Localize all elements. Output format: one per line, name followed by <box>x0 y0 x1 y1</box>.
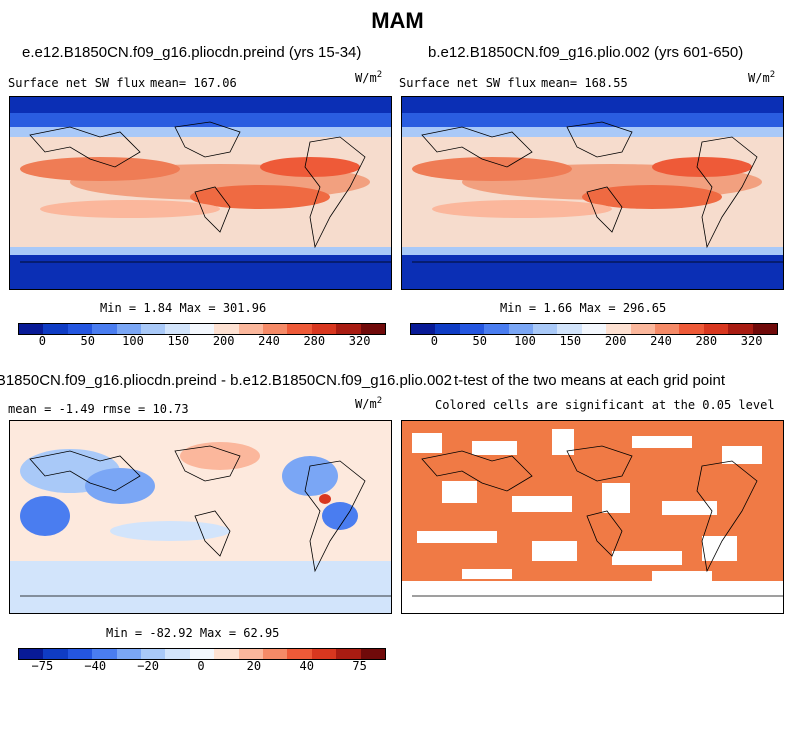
colorbar-tick-label: 100 <box>514 334 536 348</box>
colorbar-tick-label: 20 <box>246 659 262 673</box>
colorbar-swatch <box>557 324 582 334</box>
colorbar-tick-label: 75 <box>352 659 367 673</box>
panel-1-map <box>9 96 392 290</box>
colorbar-tick-label: −20 <box>137 659 159 673</box>
colorbar-swatch <box>287 649 312 659</box>
colorbar-swatch <box>655 324 680 334</box>
colorbar-swatch <box>336 324 361 334</box>
colorbar-swatch <box>67 324 93 334</box>
colorbar-tick-label: 320 <box>348 334 371 348</box>
colorbar-swatch <box>263 324 288 334</box>
panel-1-minmax: Min = 1.84 Max = 301.96 <box>100 301 267 315</box>
colorbar-swatch <box>752 324 778 334</box>
colorbar-swatch <box>238 649 264 659</box>
colorbar-swatch <box>435 324 460 334</box>
colorbar-swatch <box>360 324 386 334</box>
colorbar-swatch <box>92 324 117 334</box>
panel-2-minmax: Min = 1.66 Max = 296.65 <box>500 301 667 315</box>
colorbar-swatch <box>508 324 534 334</box>
colorbar-tick-label: 50 <box>472 334 487 348</box>
colorbar-swatch <box>263 649 288 659</box>
colorbar-swatch <box>606 324 631 334</box>
colorbar-swatch <box>311 324 337 334</box>
colorbar-swatch <box>484 324 509 334</box>
panel-3-map <box>9 420 392 614</box>
colorbar-tick-label: 0 <box>38 334 47 348</box>
colorbar-tick-label: 0 <box>430 334 439 348</box>
figure-title: MAM <box>371 8 424 33</box>
panel-2-units: W/m2 <box>748 70 776 85</box>
colorbar-swatch <box>165 324 190 334</box>
colorbar-absolute-right-ticks: 0 50 100 150 200 240 280 320 <box>410 334 776 348</box>
colorbar-swatch <box>116 649 142 659</box>
panel-4-subtitle: Colored cells are significant at the 0.0… <box>435 398 775 412</box>
colorbar-swatch <box>411 324 436 334</box>
colorbar-tick-label: 150 <box>559 334 582 348</box>
panel-4-map <box>401 420 784 614</box>
colorbar-swatch <box>336 649 361 659</box>
panel-3-units: W/m2 <box>355 396 383 411</box>
colorbar-swatch <box>92 649 117 659</box>
colorbar-tick-label: 0 <box>197 659 205 673</box>
panel-4-title: t-test of the two means at each grid poi… <box>454 372 725 389</box>
colorbar-tick-label: 50 <box>80 334 95 348</box>
colorbar-swatch <box>311 649 337 659</box>
colorbar-swatch <box>581 324 607 334</box>
colorbar-tick-label: 100 <box>122 334 144 348</box>
colorbar-tick-label: 200 <box>604 334 627 348</box>
panel-2-variable: Surface net SW flux <box>399 76 537 90</box>
colorbar-absolute-left-ticks: 0 50 100 150 200 240 280 320 <box>18 334 384 348</box>
colorbar-difference <box>18 648 386 660</box>
panel-1-title: e.e12.B1850CN.f09_g16.pliocdn.preind (yr… <box>22 44 362 61</box>
colorbar-swatch <box>214 324 239 334</box>
colorbar-swatch <box>703 324 729 334</box>
colorbar-tick-label: 40 <box>299 659 314 673</box>
colorbar-swatch <box>19 649 44 659</box>
colorbar-swatch <box>679 324 704 334</box>
colorbar-tick-label: 320 <box>740 334 763 348</box>
panel-3-title: e.e12.B1850CN.f09_g16.pliocdn.preind - b… <box>0 372 452 389</box>
colorbar-swatch <box>43 324 68 334</box>
colorbar-difference-ticks: −75 −40 −20 0 20 40 75 <box>18 659 384 673</box>
colorbar-swatch <box>214 649 239 659</box>
colorbar-swatch <box>459 324 485 334</box>
colorbar-swatch <box>238 324 264 334</box>
panel-2-mean: mean= 168.55 <box>541 76 628 90</box>
colorbar-tick-label: 280 <box>303 334 326 348</box>
colorbar-swatch <box>728 324 753 334</box>
panel-3-minmax: Min = -82.92 Max = 62.95 <box>106 626 280 640</box>
panel-1-units: W/m2 <box>355 70 383 85</box>
colorbar-swatch <box>189 324 215 334</box>
colorbar-tick-label: −75 <box>31 659 54 673</box>
colorbar-swatch <box>287 324 312 334</box>
colorbar-absolute-left <box>18 323 386 335</box>
colorbar-swatch <box>116 324 142 334</box>
colorbar-tick-label: 240 <box>258 334 280 348</box>
colorbar-tick-label: −40 <box>84 659 107 673</box>
colorbar-swatch <box>189 649 215 659</box>
panel-3-stats: mean = -1.49 rmse = 10.73 <box>8 402 189 416</box>
colorbar-swatch <box>533 324 558 334</box>
panel-1-variable: Surface net SW flux <box>8 76 146 90</box>
colorbar-tick-label: 200 <box>212 334 235 348</box>
colorbar-absolute-right <box>410 323 778 335</box>
panel-2-title: b.e12.B1850CN.f09_g16.plio.002 (yrs 601-… <box>428 44 744 61</box>
panel-1-mean: mean= 167.06 <box>150 76 237 90</box>
colorbar-swatch <box>19 324 44 334</box>
colorbar-swatch <box>43 649 68 659</box>
colorbar-tick-label: 150 <box>167 334 190 348</box>
colorbar-tick-label: 280 <box>695 334 718 348</box>
colorbar-swatch <box>165 649 190 659</box>
colorbar-tick-label: 240 <box>650 334 672 348</box>
colorbar-swatch <box>360 649 386 659</box>
colorbar-swatch <box>141 324 166 334</box>
colorbar-swatch <box>67 649 93 659</box>
colorbar-swatch <box>141 649 166 659</box>
colorbar-swatch <box>630 324 656 334</box>
panel-2-map <box>401 96 784 290</box>
